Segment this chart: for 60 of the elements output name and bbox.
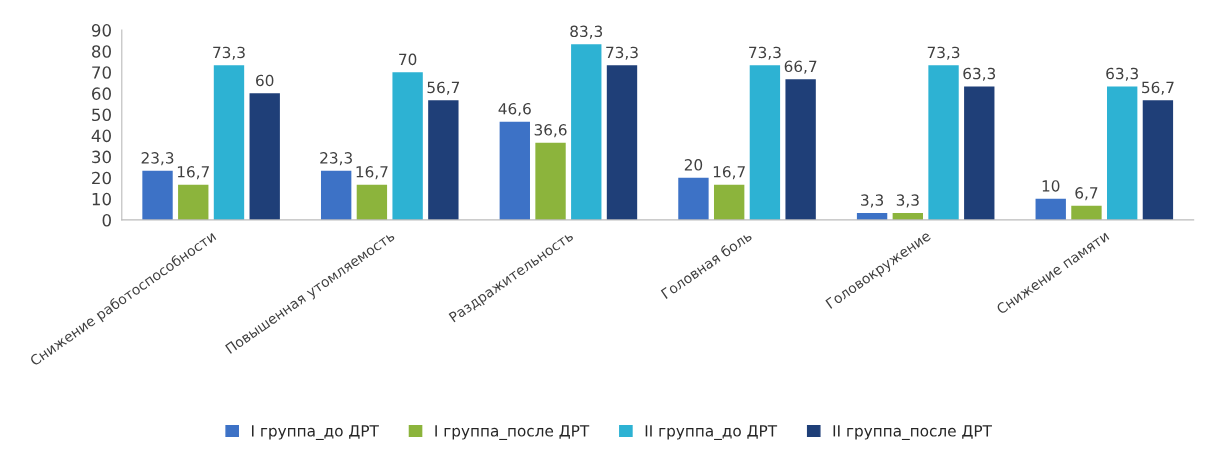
bar [213, 65, 245, 220]
bar [964, 86, 995, 220]
legend-label: I группа_после ДРТ [435, 425, 590, 440]
bar [249, 93, 280, 220]
data-label: 56,7 [1142, 81, 1174, 95]
bar [392, 72, 423, 220]
data-label: 23,3 [320, 152, 352, 166]
data-label: 73,3 [927, 46, 960, 60]
y-tick-label: 30 [92, 150, 111, 164]
y-tick-label: 0 [102, 213, 111, 227]
legend-label: II группа_после ДРТ [833, 425, 992, 440]
bar [1035, 198, 1066, 220]
bar [1107, 86, 1138, 220]
data-label: 56,7 [427, 81, 460, 95]
legend-label: I группа_до ДРТ [252, 425, 379, 440]
data-label: 73,3 [606, 46, 638, 60]
data-label: 63,3 [1106, 67, 1138, 81]
bar [713, 184, 745, 220]
bar [606, 65, 638, 220]
bar [571, 44, 602, 220]
data-label: 16,7 [177, 166, 209, 180]
bar [178, 184, 209, 220]
y-tick-label: 70 [92, 66, 111, 79]
data-label: 60 [256, 74, 274, 87]
bar [320, 170, 352, 220]
y-tick-label: 40 [91, 129, 111, 143]
y-tick-label: 60 [92, 87, 111, 100]
legend-label: II группа_до ДРТ [645, 425, 778, 440]
data-label: 10 [1042, 180, 1060, 192]
data-label: 63,3 [963, 67, 996, 81]
bar [142, 170, 173, 220]
data-label: 3,3 [896, 194, 919, 208]
data-label: 3,3 [861, 194, 884, 208]
data-label: 6,7 [1075, 187, 1098, 201]
data-label: 36,6 [534, 124, 567, 138]
bar [428, 100, 459, 220]
y-tick-label: 10 [92, 192, 111, 206]
y-tick-label: 50 [92, 108, 111, 122]
data-label: 20 [684, 159, 703, 171]
bar [499, 121, 530, 220]
data-label: 73,3 [213, 46, 245, 60]
bar [928, 65, 959, 220]
data-label: 46,6 [498, 102, 531, 117]
data-label: 16,7 [713, 166, 745, 180]
bar [749, 65, 781, 220]
data-label: 16,7 [356, 166, 388, 180]
y-tick-label: 90 [91, 24, 111, 37]
data-label: 70 [399, 53, 417, 66]
data-label: 23,3 [141, 152, 174, 166]
y-tick-label: 20 [92, 171, 111, 185]
y-tick-label: 80 [92, 45, 111, 58]
bar [356, 184, 388, 220]
bar [678, 177, 709, 220]
bar [1142, 100, 1174, 220]
data-label: 83,3 [570, 25, 603, 39]
data-label: 73,3 [749, 46, 781, 60]
bar [535, 142, 566, 220]
data-label: 66,7 [784, 60, 817, 74]
bar [785, 79, 816, 220]
bar [1071, 205, 1102, 220]
